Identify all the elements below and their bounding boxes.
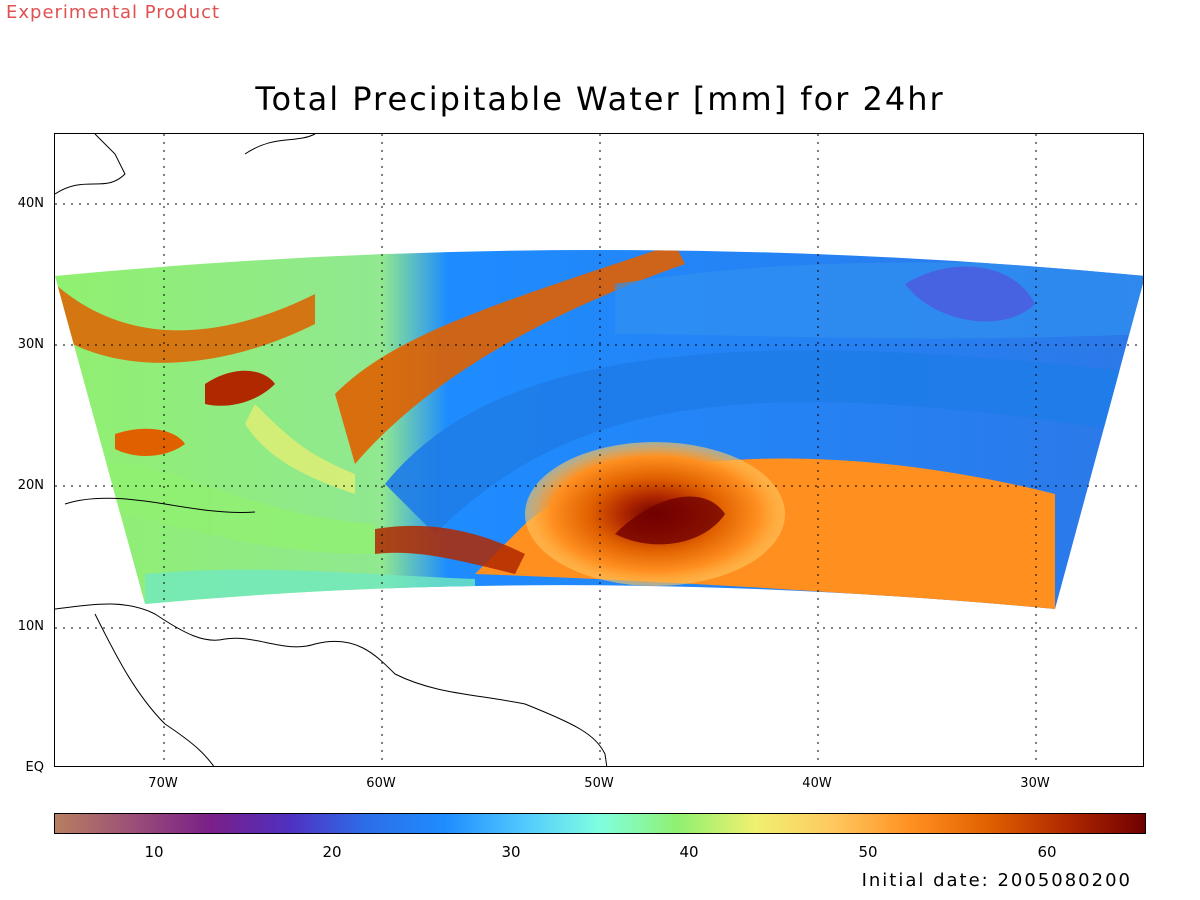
- lon-label-30w: 30W: [1020, 776, 1050, 791]
- graticule: [55, 134, 1143, 766]
- colorbar-tick-20: 20: [322, 843, 342, 861]
- lat-label-20n: 20N: [17, 478, 44, 493]
- lon-label-70w: 70W: [148, 776, 178, 791]
- lon-label-50w: 50W: [584, 776, 614, 791]
- map-panel: [54, 133, 1144, 767]
- tpw-map: [55, 134, 1143, 766]
- colorbar-tick-30: 30: [501, 843, 521, 861]
- lat-label-40n: 40N: [17, 196, 44, 211]
- lat-label-eq: EQ: [25, 760, 44, 775]
- product-note: Experimental Product: [6, 2, 221, 23]
- precipitable-water-field: [55, 250, 1143, 609]
- colorbar-tick-10: 10: [144, 843, 164, 861]
- colorbar: [54, 813, 1146, 834]
- lat-label-30n: 30N: [17, 337, 44, 352]
- colorbar-tick-60: 60: [1037, 843, 1057, 861]
- map-title: Total Precipitable Water [mm] for 24hr: [255, 80, 945, 118]
- colorbar-tick-40: 40: [679, 843, 699, 861]
- lon-label-60w: 60W: [366, 776, 396, 791]
- lat-label-10n: 10N: [17, 619, 44, 634]
- colorbar-tick-50: 50: [858, 843, 878, 861]
- initial-date-label: Initial date: 2005080200: [861, 870, 1132, 891]
- coastlines: [55, 134, 608, 766]
- lon-label-40w: 40W: [802, 776, 832, 791]
